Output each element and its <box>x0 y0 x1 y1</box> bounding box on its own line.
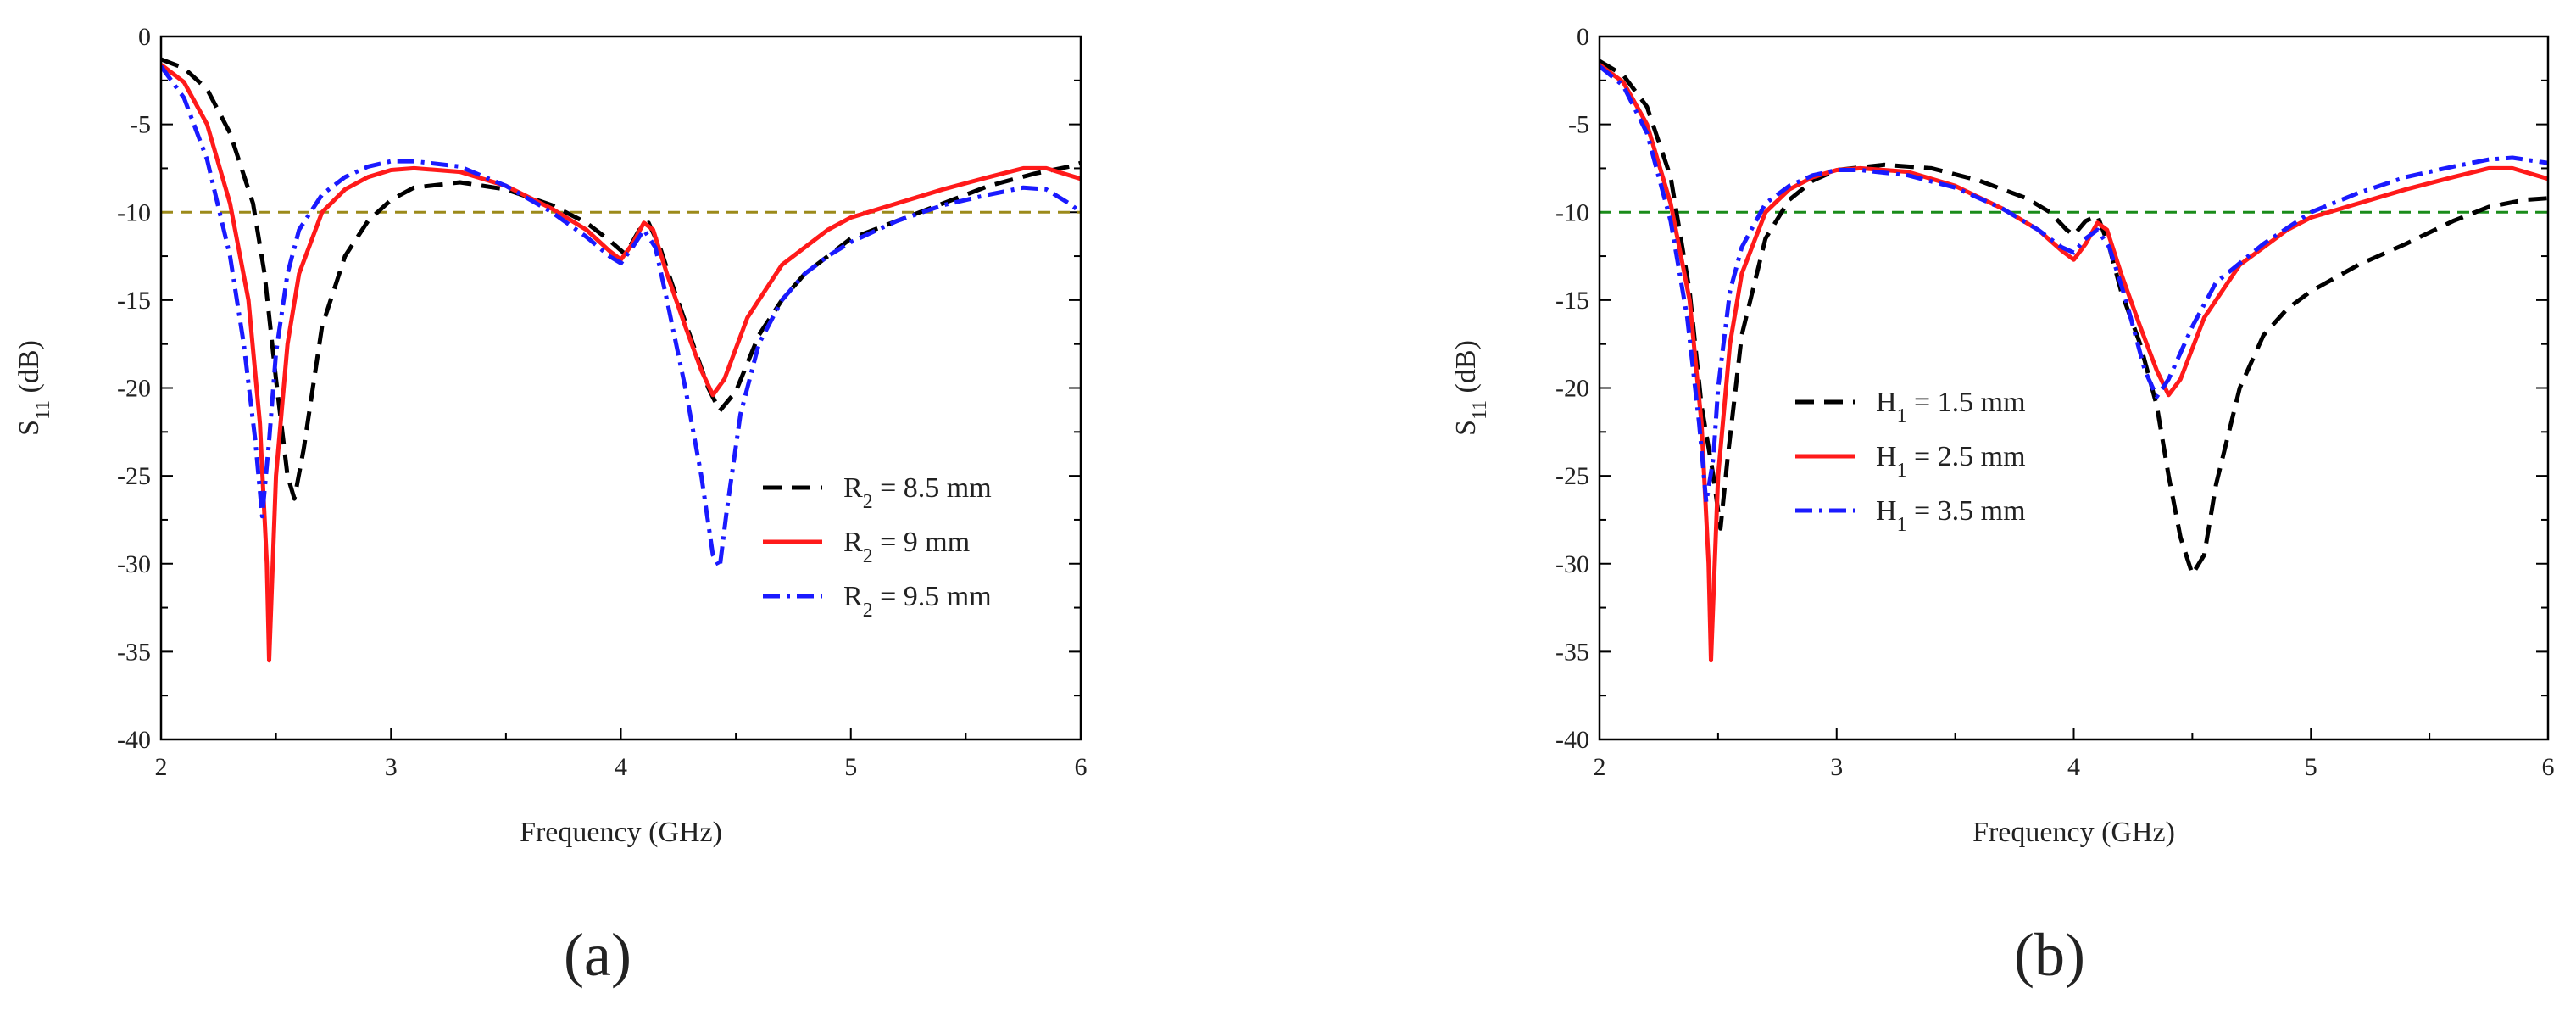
y-tick-label: -25 <box>117 462 151 490</box>
x-tick-label: 4 <box>2067 753 2080 781</box>
legend-label-3-main: H <box>1876 495 1897 527</box>
legend-label-2-rest: = 9 mm <box>873 527 971 558</box>
series-line-2 <box>161 63 1081 663</box>
plot-frame <box>1598 35 2550 741</box>
legend-label-2-sub: 2 <box>863 545 873 567</box>
legend-label-2-sub: 1 <box>1897 460 1907 482</box>
y-axis-title-rest: (dB) <box>14 340 45 400</box>
y-tick-label: -15 <box>1555 287 1589 315</box>
y-tick-label: -20 <box>117 375 151 403</box>
y-tick-label: -10 <box>1555 198 1589 226</box>
legend-label-3-rest: = 9.5 mm <box>873 581 992 612</box>
y-tick-label: -25 <box>1555 462 1589 490</box>
legend-label-3-rest: = 3.5 mm <box>1906 495 2025 527</box>
legend-label-3: H1 = 3.5 mm <box>1876 495 2026 536</box>
y-axis-title-main: S <box>14 420 45 436</box>
x-tick-label: 2 <box>155 753 168 781</box>
legend-label-2-rest: = 2.5 mm <box>1906 441 2025 472</box>
series-line-3 <box>161 64 1081 570</box>
x-tick-label: 3 <box>1830 753 1843 781</box>
legend-label-1: H1 = 1.5 mm <box>1876 387 2026 427</box>
y-tick-label: -30 <box>117 550 151 578</box>
y-tick-label: -20 <box>1555 375 1589 403</box>
y-axis-title-sub: 11 <box>1469 400 1491 420</box>
y-tick-label: -40 <box>1555 726 1589 754</box>
legend-label-3-sub: 1 <box>1897 514 1907 536</box>
y-tick-label: -5 <box>130 111 151 139</box>
legend-label-3-sub: 2 <box>863 600 873 622</box>
y-tick-label: -30 <box>1555 550 1589 578</box>
x-tick-label: 5 <box>2305 753 2317 781</box>
y-axis-title: S11 (dB) <box>14 340 54 436</box>
y-tick-label: -5 <box>1568 111 1589 139</box>
y-tick-label: 0 <box>138 23 151 51</box>
y-axis-title-main: S <box>1450 420 1482 436</box>
legend-label-1-sub: 1 <box>1897 405 1907 427</box>
x-tick-label: 5 <box>844 753 857 781</box>
legend-label-1-rest: = 1.5 mm <box>1906 387 2025 418</box>
x-tick-label: 6 <box>1075 753 1088 781</box>
y-axis-title-sub: 11 <box>32 400 54 420</box>
plot-frame <box>159 35 1082 741</box>
x-axis-title: Frequency (GHz) <box>520 817 722 848</box>
y-tick-label: 0 <box>1577 23 1589 51</box>
legend-label-2-main: R <box>843 527 863 558</box>
x-axis-title: Frequency (GHz) <box>1972 817 2175 848</box>
x-tick-label: 6 <box>2542 753 2555 781</box>
y-tick-label: -10 <box>117 198 151 226</box>
y-axis-title: S11 (dB) <box>1450 340 1491 436</box>
legend-label-2-main: H <box>1876 441 1897 472</box>
chart-panel-a: 2 3 4 5 6 0 -5 -10 -15 -20 -25 -30 -35 -40 Frequency (… <box>14 23 1088 989</box>
x-tick-label: 2 <box>1594 753 1606 781</box>
legend-label-2: H1 = 2.5 mm <box>1876 441 2026 482</box>
legend-label-2: R2 = 9 mm <box>843 527 970 567</box>
legend-label-1-main: R <box>843 472 863 504</box>
legend-label-3-main: R <box>843 581 863 612</box>
panel-label: (b) <box>2014 921 2085 989</box>
legend-label-1-sub: 2 <box>863 491 873 513</box>
legend-label-1-rest: = 8.5 mm <box>873 472 992 504</box>
y-tick-label: -35 <box>117 638 151 666</box>
y-axis-title-rest: (dB) <box>1450 340 1482 400</box>
series-line-3 <box>1600 64 2548 505</box>
x-tick-label: 4 <box>615 753 627 781</box>
y-tick-label: -40 <box>117 726 151 754</box>
panel-label: (a) <box>564 921 631 989</box>
chart-panel-b: 2 3 4 5 6 0 -5 -10 -15 -20 -25 -30 -35 -40 Frequency (… <box>1450 23 2555 989</box>
y-tick-label: -15 <box>117 287 151 315</box>
series-line-1 <box>1600 59 2548 577</box>
y-tick-label: -35 <box>1555 638 1589 666</box>
legend-label-1-main: H <box>1876 387 1897 418</box>
legend-label-1: R2 = 8.5 mm <box>843 472 992 513</box>
series-line-2 <box>1600 63 2548 663</box>
legend-label-3: R2 = 9.5 mm <box>843 581 992 622</box>
x-tick-label: 3 <box>385 753 398 781</box>
